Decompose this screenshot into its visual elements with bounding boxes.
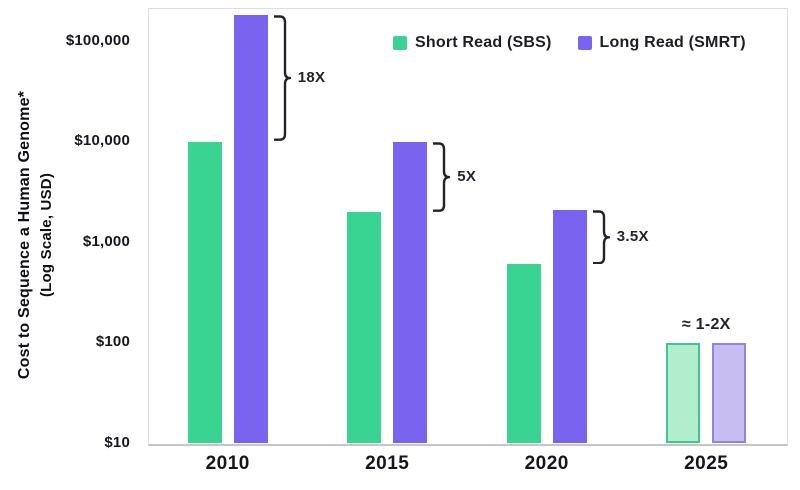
legend: Short Read (SBS) Long Read (SMRT) [393,34,746,52]
y-tick-label-10000: $10,000 [74,132,130,149]
bar-2010-short-read [187,141,222,443]
annotation-label-2015: 5X [457,167,477,185]
legend-item-short-read: Short Read (SBS) [393,34,552,52]
annotation-label-2025: ≈ 1-2X [681,315,731,333]
bar-2020-long-read [552,209,587,443]
y-tick-label-100: $100 [95,333,130,350]
legend-label-short-read: Short Read (SBS) [415,34,552,51]
x-tick-label-2025: 2025 [684,453,729,474]
legend-item-long-read: Long Read (SMRT) [577,34,746,52]
x-tick-label-2010: 2010 [205,453,250,474]
bar-2015-long-read [393,141,428,443]
short-read-swatch-icon [393,36,407,50]
legend-label-long-read: Long Read (SMRT) [599,34,746,51]
brace-2020 [591,209,611,265]
brace-2010 [272,15,292,142]
y-tick-label-10: $10 [104,433,130,451]
bar-2020-short-read [506,264,541,443]
annotation-label-2010: 18X [297,69,326,87]
bar-2010-long-read [233,15,268,443]
x-tick-label-2015: 2015 [365,453,410,474]
bar-2025-short-read [666,342,701,443]
annotation-label-2020: 3.5X [616,227,649,245]
bar-2015-short-read [347,211,382,443]
y-tick-label-100000: $100,000 [65,31,130,49]
x-tick-label-2020: 2020 [524,453,569,474]
bar-2025-long-read [712,342,747,443]
long-read-swatch-icon [577,36,592,50]
brace-2015 [432,141,451,212]
y-tick-label-1000: $1,000 [82,232,130,250]
